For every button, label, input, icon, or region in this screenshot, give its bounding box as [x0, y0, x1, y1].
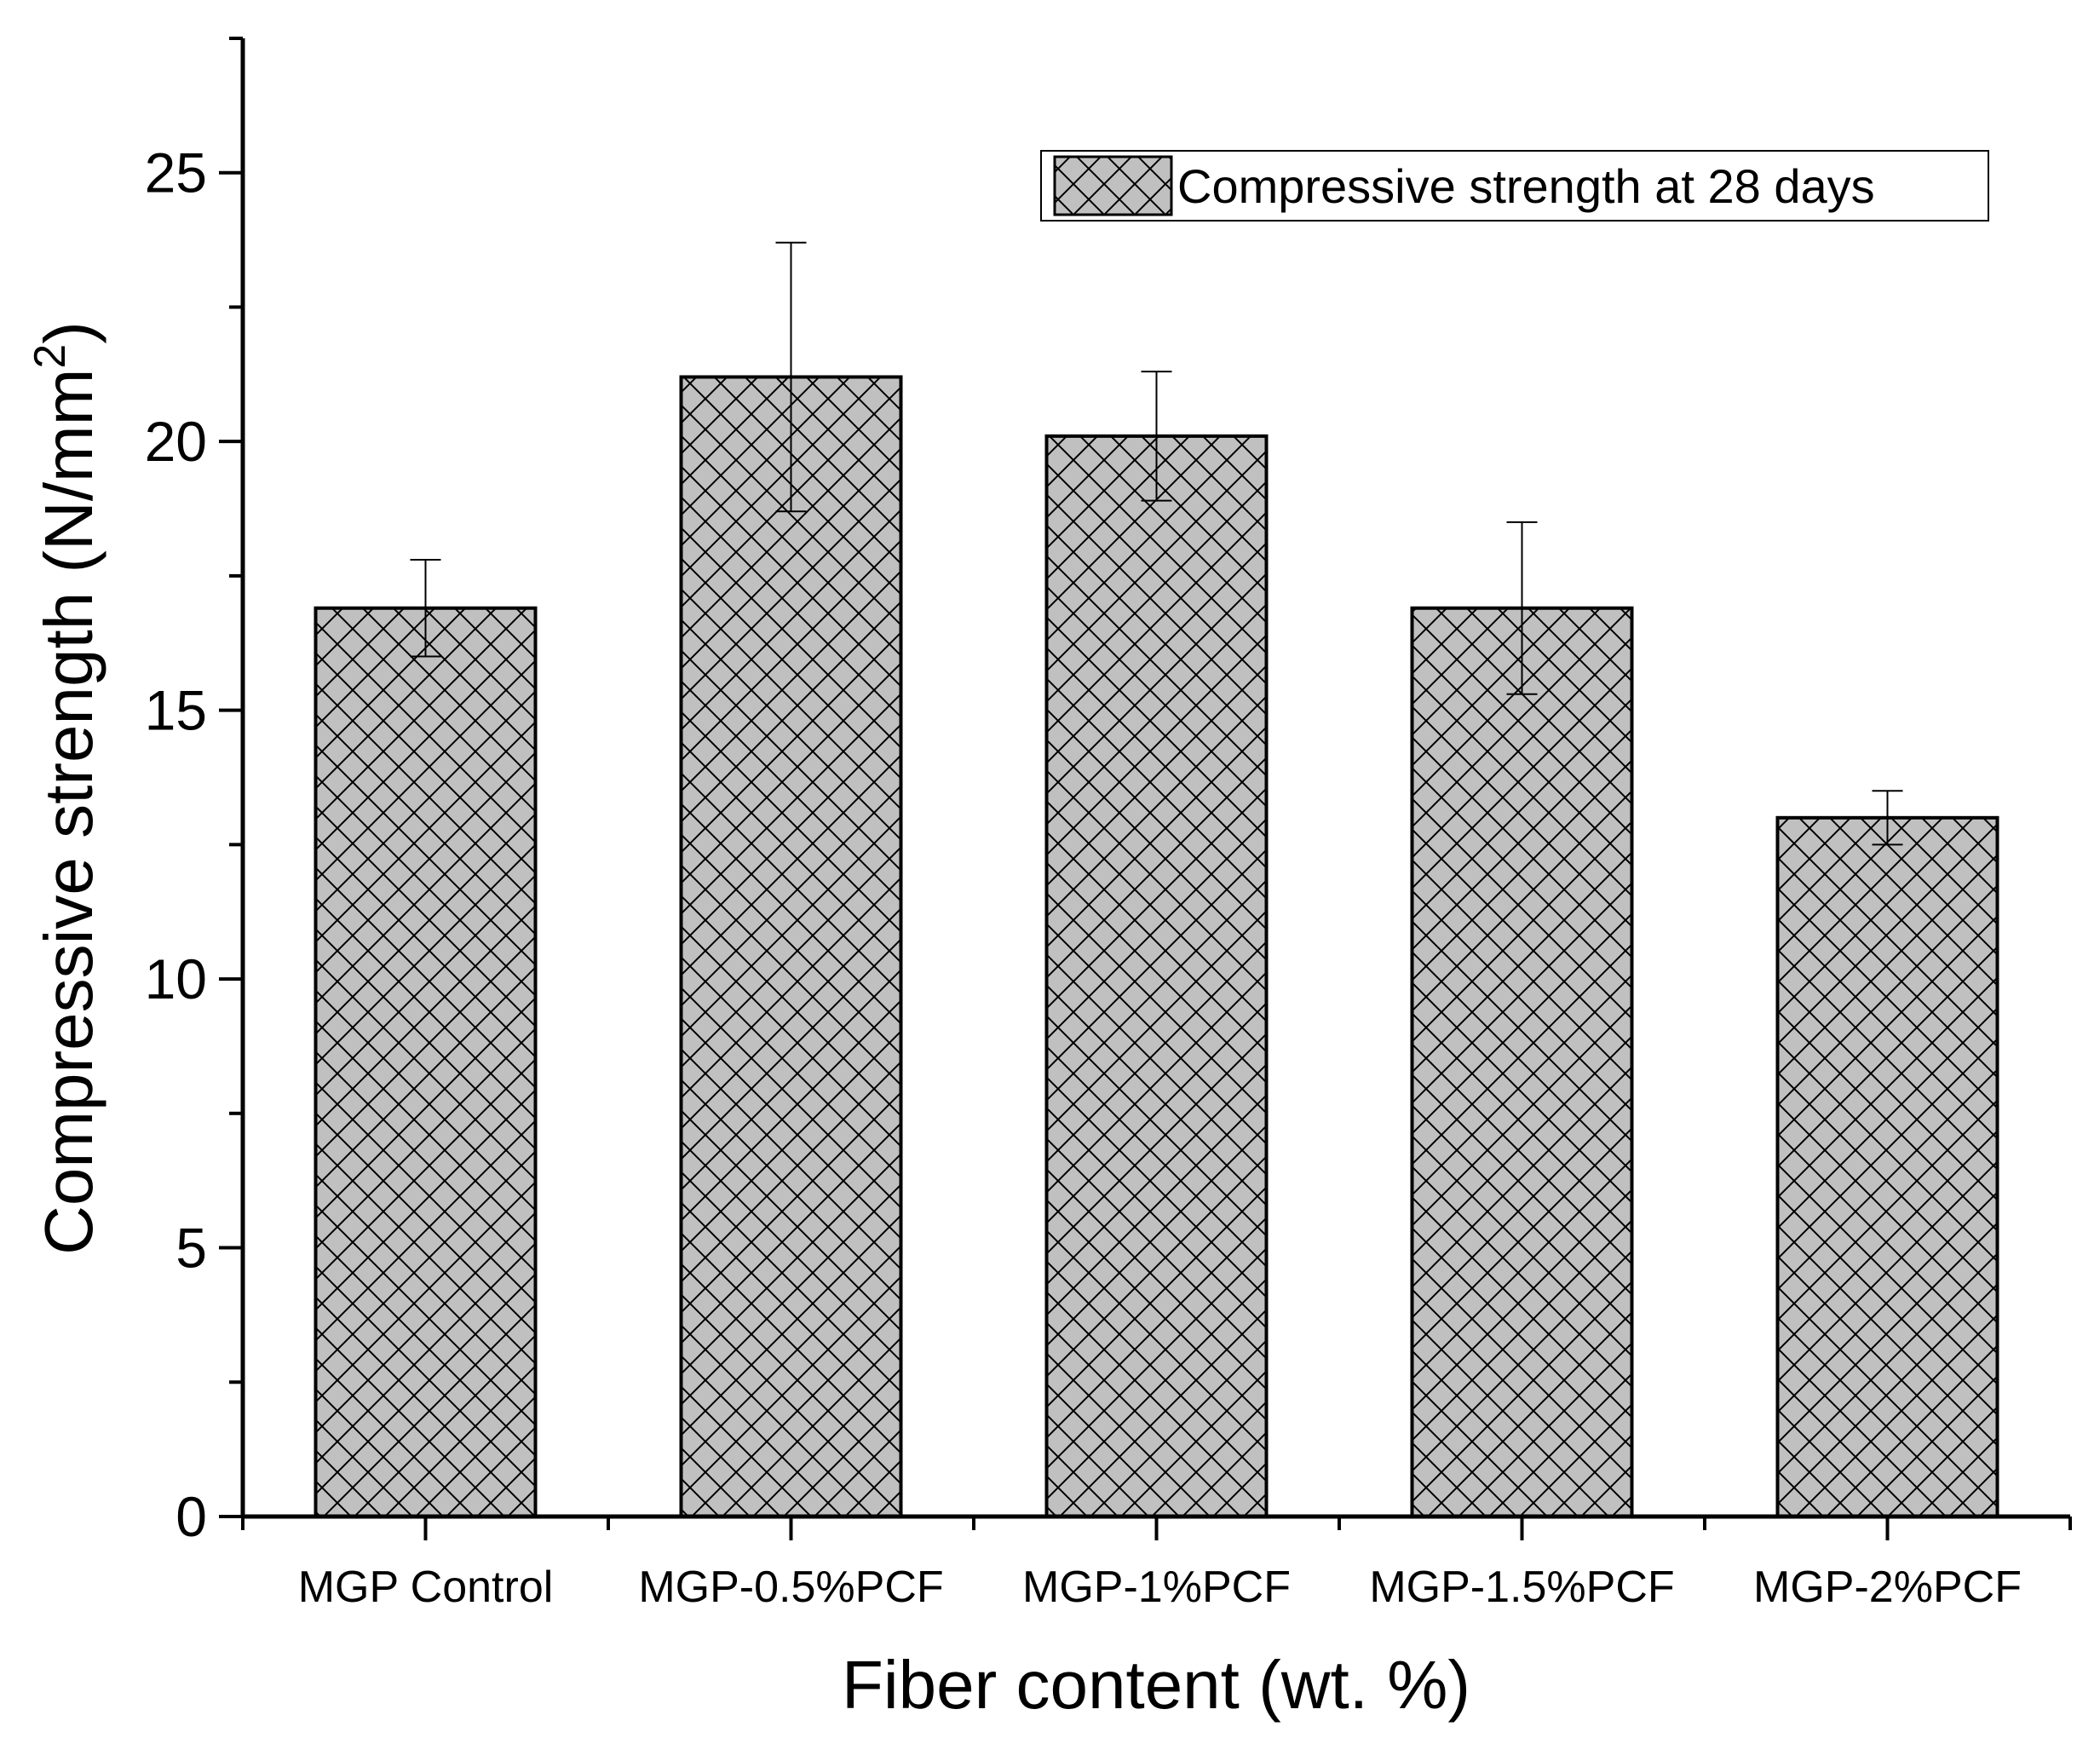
- y-tick-label: 10: [145, 947, 207, 1010]
- legend-box: [1040, 150, 1989, 222]
- y-axis-title-main: Compressive strength (N/mm: [31, 369, 106, 1255]
- x-tick-label: MGP-1.5%PCF: [1369, 1563, 1674, 1612]
- y-tick-label: 5: [175, 1217, 207, 1280]
- x-tick-label: MGP-2%PCF: [1753, 1563, 2022, 1612]
- bar: [679, 375, 903, 1518]
- y-tick-label: 0: [175, 1485, 207, 1548]
- legend: Compressive strength at 28 days: [1040, 150, 1989, 222]
- y-tick-label: 20: [145, 410, 207, 473]
- y-tick-label: 25: [145, 141, 207, 204]
- x-ticks-layer: MGP Control MGP-0.5%PCF MGP-1%PCF MGP-1.5%P…: [241, 1517, 2072, 1612]
- x-tick-label: MGP-0.5%PCF: [638, 1563, 943, 1612]
- y-tick-label: 15: [145, 679, 207, 742]
- bar: [1775, 815, 1999, 1518]
- bar: [314, 606, 538, 1518]
- legend-label: Compressive strength at 28 days: [1177, 159, 1875, 213]
- error-bars-layer: [410, 241, 1903, 846]
- y-axis-title-close: ): [31, 321, 106, 344]
- bar: [1044, 434, 1269, 1519]
- y-axis-title-superscript: 2: [26, 344, 75, 369]
- legend-swatch: [1053, 155, 1173, 216]
- bar: [1410, 606, 1634, 1518]
- y-axis-title: Compressive strength (N/mm2): [26, 321, 106, 1255]
- x-axis-title: Fiber content (wt. %): [842, 1647, 1470, 1723]
- x-tick-label: MGP Control: [298, 1563, 554, 1612]
- x-tick-label: MGP-1%PCF: [1022, 1563, 1291, 1612]
- bars-layer: [314, 375, 1999, 1519]
- y-ticks-layer: 0 5 10 15 20 25: [145, 37, 243, 1548]
